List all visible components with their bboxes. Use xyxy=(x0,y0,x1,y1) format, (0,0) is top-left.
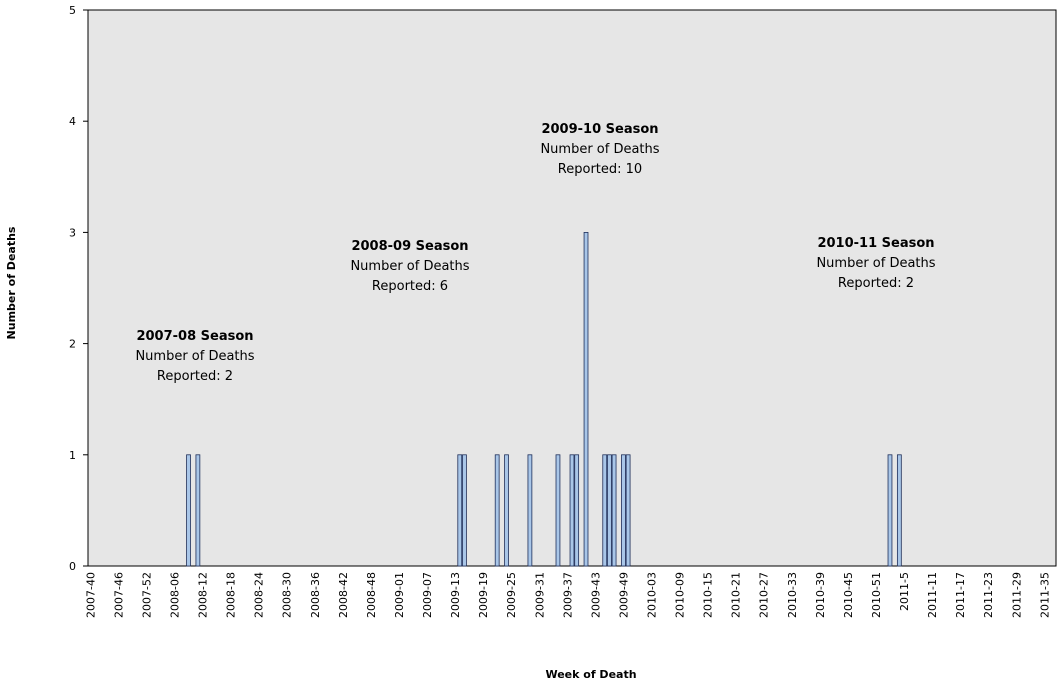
x-tick-label: 2009-31 xyxy=(533,572,546,618)
x-tick-label: 2010-03 xyxy=(645,572,658,618)
y-tick-label: 2 xyxy=(69,338,76,351)
bar xyxy=(504,454,509,567)
y-tick-label: 5 xyxy=(69,4,76,17)
x-tick-label: 2007-40 xyxy=(84,572,97,618)
annotation-text: Number of Deaths xyxy=(540,142,659,157)
annotation-text: Reported: 6 xyxy=(372,279,448,294)
x-tick-label: 2009-01 xyxy=(393,572,406,618)
bar xyxy=(195,454,201,567)
bar xyxy=(555,454,561,567)
x-axis-label: Week of Death xyxy=(545,668,636,681)
annotation-text: Reported: 2 xyxy=(838,276,914,291)
bar xyxy=(494,454,500,567)
x-tick-label: 2008-48 xyxy=(365,572,378,618)
x-tick-label: 2011-17 xyxy=(954,572,967,618)
annotation-title: 2009-10 Season xyxy=(541,122,658,137)
bar xyxy=(583,231,589,567)
y-tick-label: 1 xyxy=(69,449,76,462)
bar xyxy=(569,454,575,567)
annotation-text: Number of Deaths xyxy=(816,256,935,271)
bar xyxy=(887,454,893,567)
x-tick-label: 2010-51 xyxy=(870,572,883,618)
x-tick-label: 2008-06 xyxy=(169,572,182,618)
y-axis-label: Number of Deaths xyxy=(5,226,18,339)
x-tick-label: 2008-30 xyxy=(281,572,294,618)
y-tick-label: 3 xyxy=(69,226,76,239)
bar xyxy=(607,454,612,567)
x-tick-label: 2011-23 xyxy=(982,572,995,618)
bar xyxy=(896,454,902,567)
annotation-text: Reported: 10 xyxy=(558,162,642,177)
bar xyxy=(574,454,580,567)
bar xyxy=(611,454,617,567)
bar xyxy=(186,454,191,567)
x-tick-label: 2009-49 xyxy=(617,572,630,618)
x-tick-label: 2010-15 xyxy=(702,572,715,618)
annotation-title: 2008-09 Season xyxy=(351,239,468,254)
x-tick-label: 2008-12 xyxy=(197,572,210,618)
x-tick-label: 2009-13 xyxy=(449,572,462,618)
x-tick-label: 2010-45 xyxy=(842,572,855,618)
y-tick-label: 0 xyxy=(69,560,76,573)
bar xyxy=(625,454,631,567)
annotation-title: 2007-08 Season xyxy=(136,329,253,344)
bar xyxy=(621,454,626,567)
annotation-text: Reported: 2 xyxy=(157,369,233,384)
bar xyxy=(602,454,608,567)
x-tick-label: 2011-5 xyxy=(898,572,911,611)
x-tick-label: 2008-36 xyxy=(309,572,322,618)
bar xyxy=(527,454,533,567)
x-tick-label: 2007-52 xyxy=(140,572,153,618)
x-tick-label: 2010-21 xyxy=(730,572,743,618)
x-tick-label: 2007-46 xyxy=(112,572,125,618)
bar xyxy=(457,454,463,567)
x-tick-label: 2008-18 xyxy=(225,572,238,618)
x-tick-label: 2011-29 xyxy=(1010,572,1023,618)
y-tick-label: 4 xyxy=(69,115,76,128)
x-tick-label: 2011-11 xyxy=(926,572,939,618)
annotation-text: Number of Deaths xyxy=(350,259,469,274)
x-tick-label: 2009-25 xyxy=(505,572,518,618)
x-tick-label: 2011-35 xyxy=(1038,572,1051,618)
x-tick-label: 2010-09 xyxy=(674,572,687,618)
annotation-title: 2010-11 Season xyxy=(817,236,934,251)
x-tick-label: 2009-07 xyxy=(421,572,434,618)
x-tick-label: 2009-37 xyxy=(561,572,574,618)
x-tick-label: 2009-19 xyxy=(477,572,490,618)
x-tick-label: 2009-43 xyxy=(589,572,602,618)
bar xyxy=(462,454,467,567)
x-tick-label: 2010-33 xyxy=(786,572,799,618)
annotation-text: Number of Deaths xyxy=(135,349,254,364)
x-tick-label: 2010-27 xyxy=(758,572,771,618)
x-tick-label: 2008-24 xyxy=(253,572,266,618)
x-tick-label: 2010-39 xyxy=(814,572,827,618)
x-tick-label: 2008-42 xyxy=(337,572,350,618)
